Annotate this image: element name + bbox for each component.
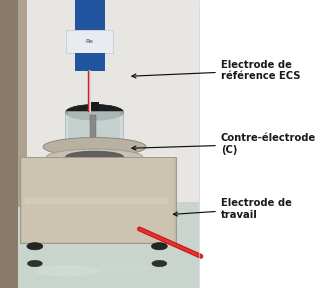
Ellipse shape <box>46 149 143 165</box>
Bar <box>90 102 99 112</box>
Ellipse shape <box>27 260 42 267</box>
Text: Contre-électrode
(C): Contre-électrode (C) <box>132 133 316 155</box>
Text: Electrode de
référence ECS: Electrode de référence ECS <box>132 60 300 82</box>
Text: Electrode de
travail: Electrode de travail <box>173 198 291 219</box>
Ellipse shape <box>96 264 149 273</box>
Bar <box>22 158 174 242</box>
Ellipse shape <box>43 137 146 156</box>
Text: Re: Re <box>86 39 94 44</box>
Ellipse shape <box>65 105 124 120</box>
Ellipse shape <box>65 151 124 163</box>
Ellipse shape <box>27 242 43 250</box>
Bar <box>75 53 105 71</box>
Bar <box>65 111 123 147</box>
Bar <box>18 0 27 207</box>
Bar <box>68 112 120 145</box>
Bar <box>20 157 176 243</box>
Bar <box>75 0 105 30</box>
Bar <box>0 0 199 202</box>
Bar <box>0 193 199 288</box>
Bar <box>66 30 113 53</box>
Ellipse shape <box>33 265 100 276</box>
Bar <box>90 115 96 144</box>
Bar <box>0 0 18 288</box>
Ellipse shape <box>152 260 167 267</box>
Bar <box>25 197 168 204</box>
Ellipse shape <box>151 242 167 250</box>
